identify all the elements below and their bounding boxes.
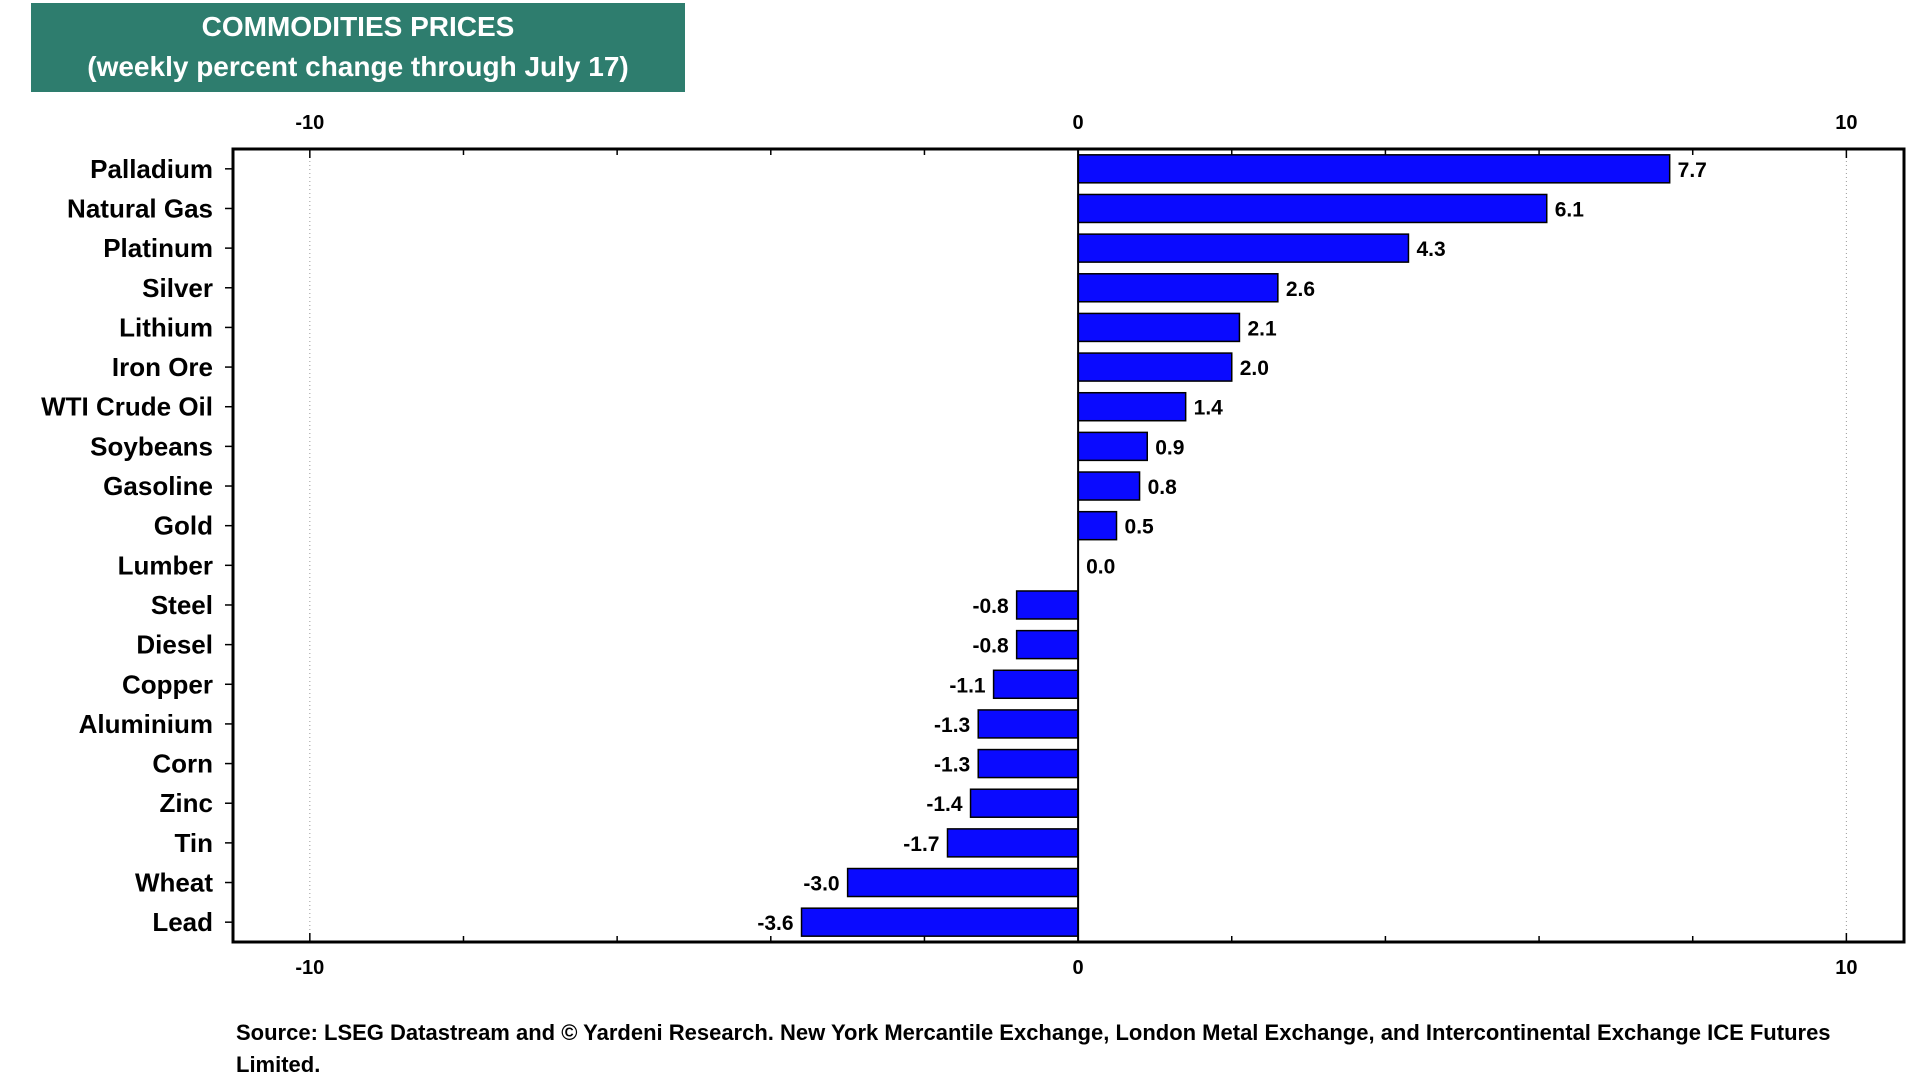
category-label: Copper (122, 669, 213, 699)
value-label: 2.1 (1247, 317, 1277, 340)
value-label: -0.8 (972, 595, 1009, 618)
x-tick-label-bottom: 10 (1835, 957, 1857, 979)
bar (846, 867, 1079, 898)
bar (1077, 273, 1279, 303)
category-label: Platinum (103, 233, 213, 263)
grid-lines (309, 149, 1847, 942)
bar (1077, 154, 1671, 184)
value-label: 2.0 (1240, 357, 1269, 380)
x-tick-label-bottom: 0 (1073, 957, 1084, 979)
plot-frame (231, 147, 1906, 944)
bar (992, 669, 1079, 700)
bar (1077, 352, 1233, 382)
category-label: Diesel (136, 630, 213, 660)
bar (1077, 312, 1241, 343)
bar (977, 709, 1079, 739)
bar (946, 828, 1079, 858)
value-label: -1.3 (934, 754, 970, 777)
value-label: -1.3 (934, 714, 970, 737)
category-label: Zinc (160, 788, 213, 818)
x-tick-label-top: -10 (295, 112, 324, 134)
chart-title: COMMODITIES PRICES (201, 11, 515, 42)
x-tick-label-top: 0 (1073, 112, 1084, 134)
category-label: WTI Crude Oil (41, 392, 213, 422)
bar (1077, 391, 1187, 422)
bar-chart: -10 -10 0 0 10 10 Palladium 7.7 Natural Gas 6.1 Pl… (41, 112, 1906, 979)
category-label: Steel (151, 590, 213, 620)
value-label: -0.8 (972, 635, 1009, 658)
category-label: Iron Ore (112, 352, 213, 382)
value-label: 0.9 (1155, 436, 1184, 459)
value-label: 0.5 (1125, 516, 1155, 539)
category-label: Silver (142, 273, 213, 303)
value-label: 0.8 (1148, 476, 1178, 499)
value-label: 6.1 (1555, 198, 1585, 221)
category-label: Tin (174, 828, 213, 858)
bar (1077, 510, 1118, 541)
category-label: Lead (152, 907, 213, 937)
value-label: -1.4 (926, 793, 963, 816)
bar (969, 788, 1079, 818)
value-label: 2.6 (1286, 278, 1315, 301)
category-label: Lumber (118, 550, 213, 580)
category-label: Natural Gas (67, 193, 213, 223)
value-label: -3.0 (803, 873, 839, 896)
bar (977, 748, 1079, 779)
source-note: Source: LSEG Datastream and © Yardeni Re… (236, 1020, 1831, 1077)
value-label: 7.7 (1678, 159, 1707, 182)
chart-title-box: COMMODITIES PRICES (weekly percent chang… (31, 3, 685, 92)
value-label: -1.7 (903, 833, 939, 856)
category-label: Gold (154, 511, 213, 541)
category-label: Aluminium (79, 709, 213, 739)
labels: -10 -10 0 0 10 10 Palladium 7.7 Natural Gas 6.1 Pl… (41, 112, 1857, 979)
category-label: Corn (152, 749, 213, 779)
bar (1077, 431, 1148, 462)
chart-subtitle: (weekly percent change through July 17) (87, 51, 629, 82)
value-label: -3.6 (757, 912, 793, 935)
category-label: Wheat (135, 868, 213, 898)
bar (1077, 233, 1410, 263)
bar (800, 907, 1079, 937)
bar (1077, 471, 1141, 501)
value-label: 1.4 (1194, 397, 1224, 420)
value-label: 4.3 (1416, 238, 1445, 261)
bar (1077, 193, 1548, 224)
category-label: Gasoline (103, 471, 213, 501)
bars (800, 154, 1671, 937)
x-tick-label-bottom: -10 (295, 957, 324, 979)
bar (1015, 629, 1079, 660)
x-tick-label-top: 10 (1835, 112, 1857, 134)
value-label: 0.0 (1086, 555, 1115, 578)
category-label: Soybeans (90, 431, 213, 461)
value-label: -1.1 (949, 674, 986, 697)
bar (1015, 590, 1079, 620)
category-label: Palladium (90, 154, 213, 184)
axes (225, 147, 1906, 944)
category-label: Lithium (119, 312, 213, 342)
